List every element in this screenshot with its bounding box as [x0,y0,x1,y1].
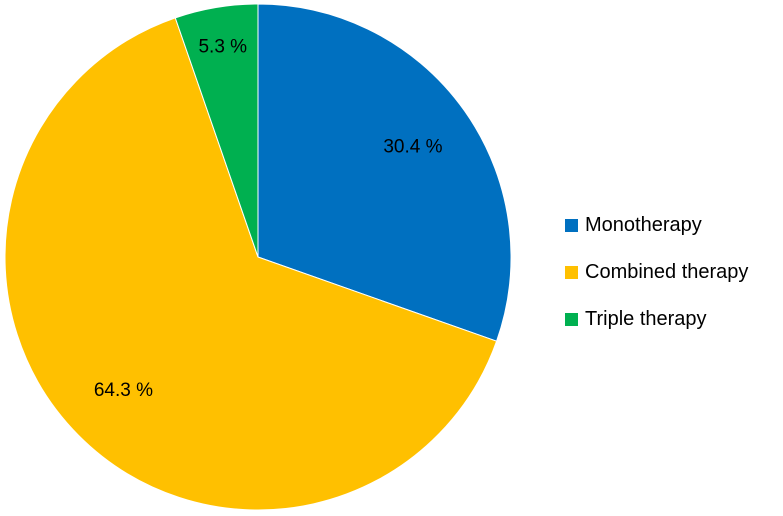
pie-slices [4,3,512,511]
legend-item-combined-therapy: Combined therapy [565,249,780,296]
data-label-combined-therapy: 64.3 % [94,380,153,401]
legend-swatch-monotherapy [565,219,578,232]
pie-slice-combined-therapy [4,17,498,511]
pie-data-labels: 30.4 % 64.3 % 5.3 % [94,36,443,400]
legend-label-monotherapy: Monotherapy [585,214,702,236]
pie-slice-triple-therapy [174,3,259,258]
data-label-triple-therapy: 5.3 % [198,36,247,57]
legend-swatch-triple-therapy [565,313,578,326]
pie-slice-monotherapy [257,3,512,342]
legend-item-monotherapy: Monotherapy [565,202,780,249]
legend-label-triple-therapy: Triple therapy [585,308,707,330]
legend-item-triple-therapy: Triple therapy [565,296,780,343]
legend-label-combined-therapy: Combined therapy [585,261,749,283]
chart-legend: Monotherapy Combined therapy Triple ther… [565,202,780,343]
data-label-monotherapy: 30.4 % [383,136,442,157]
legend-swatch-combined-therapy [565,266,578,279]
